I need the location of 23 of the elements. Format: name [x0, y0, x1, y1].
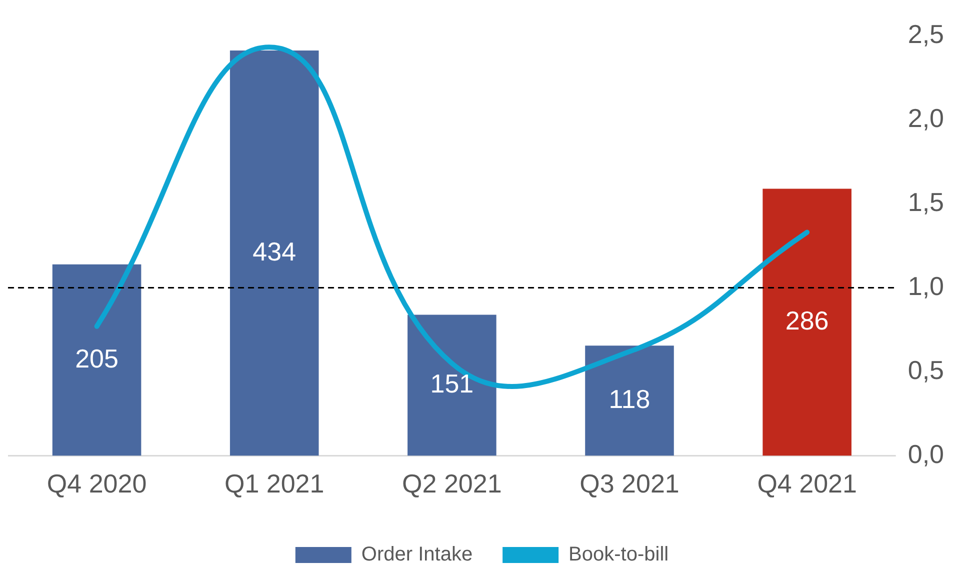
data-label: 118 [608, 384, 650, 414]
bar [762, 188, 852, 456]
data-label: 434 [252, 236, 296, 266]
x-tick-label: Q2 2021 [402, 468, 502, 499]
bar [408, 314, 496, 456]
legend-label: Book-to-bill [568, 544, 669, 566]
y2-tick-label: 1,5 [908, 186, 944, 217]
bar [52, 264, 142, 456]
x-tick-label: Q4 2021 [757, 468, 857, 499]
legend-label: Order Intake [361, 544, 473, 566]
x-tick-label: Q4 2020 [46, 468, 147, 499]
data-label: 151 [430, 368, 474, 398]
data-label: 286 [785, 305, 829, 336]
y2-tick-label: 0,0 [908, 438, 944, 469]
x-tick-label: Q3 2021 [580, 468, 680, 499]
data-label: 205 [75, 343, 118, 374]
y2-tick-label: 2,5 [908, 18, 944, 49]
bar [230, 50, 319, 456]
y2-tick-label: 2,0 [908, 102, 944, 133]
bar [585, 346, 674, 456]
y2-tick-label: 1,0 [908, 270, 944, 301]
y2-tick-label: 0,5 [908, 354, 944, 385]
x-tick-label: Q1 2021 [224, 468, 324, 499]
